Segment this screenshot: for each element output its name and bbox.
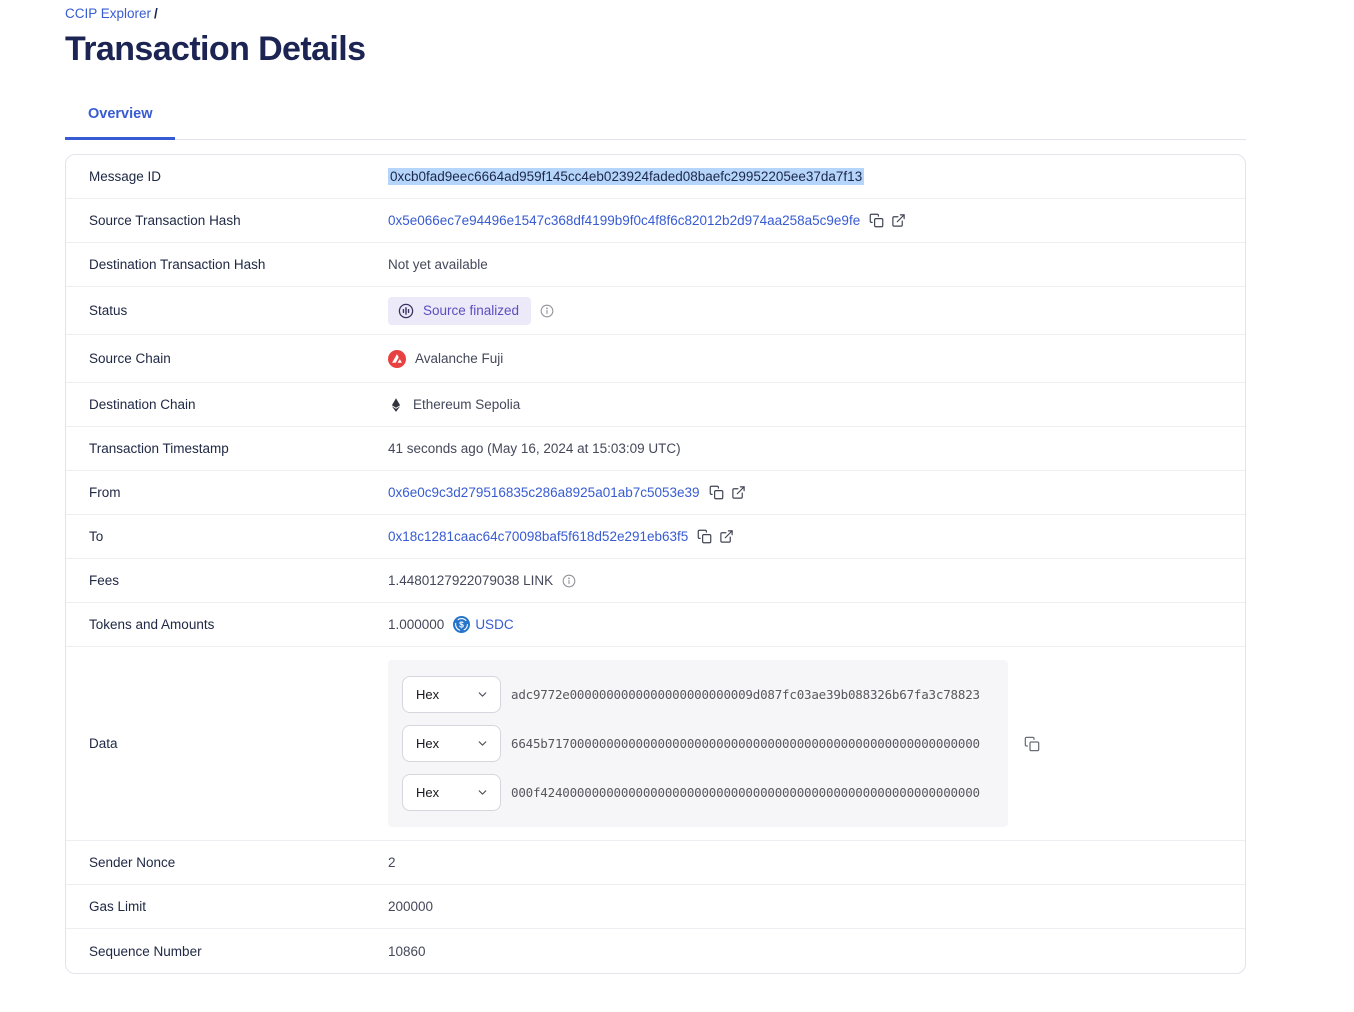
tab-overview[interactable]: Overview: [65, 106, 175, 140]
sequence-number-value: 10860: [388, 943, 426, 959]
external-link-icon[interactable]: [731, 485, 746, 500]
data-format-select[interactable]: Hex: [402, 774, 501, 811]
source-chain-label: Source Chain: [89, 351, 171, 366]
source-tx-hash-label: Source Transaction Hash: [89, 213, 241, 228]
gas-limit-label: Gas Limit: [89, 899, 147, 914]
data-line: Hex 6645b7170000000000000000000000000000…: [402, 725, 994, 762]
row-timestamp: Transaction Timestamp 41 seconds ago (Ma…: [66, 427, 1245, 471]
tokens-label: Tokens and Amounts: [89, 617, 215, 632]
row-source-chain: Source Chain Avalanche Fuji: [66, 335, 1245, 383]
message-id-value: 0xcb0fad9eec6664ad959f145cc4eb023924fade…: [388, 168, 865, 185]
row-from: From 0x6e0c9c3d279516835c286a8925a01ab7c…: [66, 471, 1245, 515]
status-label: Status: [89, 303, 128, 318]
sender-nonce-value: 2: [388, 855, 396, 870]
fees-info-icon[interactable]: [562, 574, 576, 588]
data-format-value: Hex: [416, 687, 440, 702]
source-chain-value: Avalanche Fuji: [415, 351, 504, 366]
breadcrumb: CCIP Explorer /: [65, 6, 1246, 21]
fees-value: 1.4480127922079038 LINK: [388, 573, 554, 588]
row-source-tx-hash: Source Transaction Hash 0x5e066ec7e94496…: [66, 199, 1245, 243]
chevron-down-icon: [478, 692, 487, 697]
row-sender-nonce: Sender Nonce 2: [66, 841, 1245, 885]
breadcrumb-separator: /: [154, 6, 158, 21]
row-data: Data Hex adc9772e00000000000000000000000…: [66, 647, 1245, 841]
transaction-details-page: CCIP Explorer / Transaction Details Overv…: [65, 0, 1246, 974]
source-tx-hash-link[interactable]: 0x5e066ec7e94496e1547c368df4199b9f0c4f8f…: [388, 213, 861, 228]
fees-label: Fees: [89, 573, 120, 588]
data-format-value: Hex: [416, 785, 440, 800]
data-format-select[interactable]: Hex: [402, 725, 501, 762]
data-hex-text: 000f424000000000000000000000000000000000…: [511, 785, 980, 800]
external-link-icon[interactable]: [891, 213, 906, 228]
data-label: Data: [89, 736, 118, 751]
row-dest-tx-hash: Destination Transaction Hash Not yet ava…: [66, 243, 1245, 287]
status-badge-text: Source finalized: [423, 303, 520, 318]
to-address-link[interactable]: 0x18c1281caac64c70098baf5f618d52e291eb63…: [388, 529, 689, 544]
gas-limit-value: 200000: [388, 899, 434, 914]
svg-text:$: $: [459, 620, 464, 630]
token-usdc-link[interactable]: $ USDC: [453, 616, 514, 633]
data-line: Hex 000f42400000000000000000000000000000…: [402, 774, 994, 811]
chevron-down-icon: [478, 741, 487, 746]
data-format-select[interactable]: Hex: [402, 676, 501, 713]
message-id-label: Message ID: [89, 169, 162, 184]
to-label: To: [89, 529, 104, 544]
data-format-value: Hex: [416, 736, 440, 751]
breadcrumb-ccip-explorer-link[interactable]: CCIP Explorer: [65, 6, 152, 21]
external-link-icon[interactable]: [719, 529, 734, 544]
sequence-number-label: Sequence Number: [89, 943, 202, 959]
dest-chain-label: Destination Chain: [89, 397, 196, 412]
copy-icon[interactable]: [1024, 736, 1040, 752]
row-to: To 0x18c1281caac64c70098baf5f618d52e291e…: [66, 515, 1245, 559]
row-dest-chain: Destination Chain Ethereum Sepolia: [66, 383, 1245, 427]
data-hex-text: adc9772e0000000000000000000000009d087fc0…: [511, 687, 980, 702]
copy-icon[interactable]: [869, 213, 884, 228]
token-amount: 1.000000: [388, 617, 445, 632]
row-tokens: Tokens and Amounts 1.000000 $ USDC: [66, 603, 1245, 647]
token-symbol: USDC: [475, 617, 514, 632]
page-title: Transaction Details: [65, 30, 366, 68]
from-address-link[interactable]: 0x6e0c9c3d279516835c286a8925a01ab7c5053e…: [388, 485, 700, 500]
usdc-icon: $: [453, 616, 471, 633]
row-status: Status Source finalized: [66, 287, 1245, 335]
timestamp-label: Transaction Timestamp: [89, 441, 229, 456]
status-signal-icon: [398, 303, 414, 318]
tab-bar: Overview: [65, 106, 1246, 140]
timestamp-value: 41 seconds ago (May 16, 2024 at 15:03:09…: [388, 441, 681, 456]
row-gas-limit: Gas Limit 200000: [66, 885, 1245, 929]
transaction-details-card: Message ID 0xcb0fad9eec6664ad959f145cc4e…: [65, 154, 1246, 974]
from-label: From: [89, 485, 121, 500]
ethereum-icon: [391, 397, 401, 412]
row-sequence-number: Sequence Number 10860: [66, 929, 1245, 973]
copy-icon[interactable]: [709, 485, 724, 500]
chevron-down-icon: [478, 790, 487, 795]
status-info-icon[interactable]: [540, 304, 554, 318]
status-badge: Source finalized: [388, 296, 532, 325]
avalanche-icon: [388, 349, 406, 368]
sender-nonce-label: Sender Nonce: [89, 855, 176, 870]
dest-chain-value: Ethereum Sepolia: [413, 397, 521, 412]
data-hex-box: Hex adc9772e0000000000000000000000009d08…: [388, 660, 1008, 827]
row-message-id: Message ID 0xcb0fad9eec6664ad959f145cc4e…: [66, 155, 1245, 199]
dest-tx-hash-value: Not yet available: [388, 257, 488, 272]
data-hex-text: 6645b71700000000000000000000000000000000…: [511, 736, 980, 751]
copy-icon[interactable]: [697, 529, 712, 544]
data-line: Hex adc9772e0000000000000000000000009d08…: [402, 676, 994, 713]
row-fees: Fees 1.4480127922079038 LINK: [66, 559, 1245, 603]
dest-tx-hash-label: Destination Transaction Hash: [89, 257, 266, 272]
